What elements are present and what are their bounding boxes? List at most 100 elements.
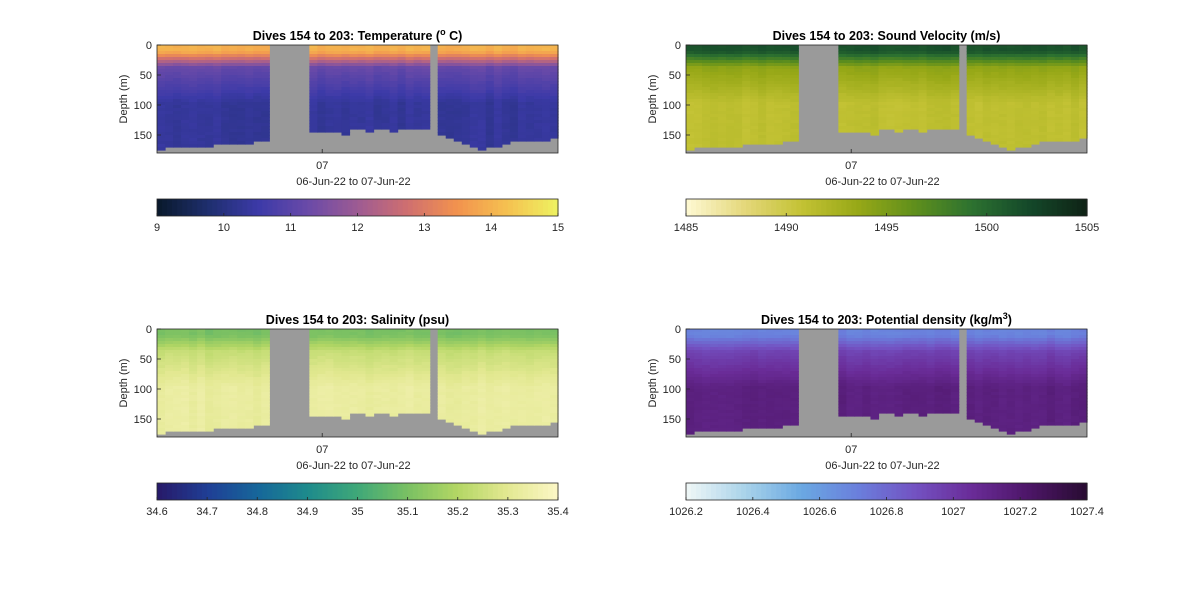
heatmap-cell xyxy=(750,141,759,145)
heatmap-cell xyxy=(838,413,847,417)
colorbar-segment xyxy=(327,199,333,216)
heatmap-cell xyxy=(718,428,727,432)
colorbar-tick-label: 12 xyxy=(351,222,363,234)
heatmap-cell xyxy=(862,129,871,133)
heatmap-cell xyxy=(197,144,206,148)
heatmap-cell xyxy=(382,126,391,130)
heatmap-cell xyxy=(382,410,391,414)
heatmap-cell xyxy=(173,144,182,148)
colorbar-segment xyxy=(686,199,692,216)
heatmap-cell xyxy=(686,147,695,151)
colorbar-segment xyxy=(523,199,529,216)
colorbar-segment xyxy=(202,199,208,216)
colorbar-segment xyxy=(388,199,394,216)
colorbar-segment xyxy=(897,199,903,216)
colorbar-tick-label: 1500 xyxy=(975,222,999,234)
colorbar-tick-label: 35.4 xyxy=(547,506,568,518)
heatmap-cell xyxy=(478,147,487,151)
colorbar-segment xyxy=(322,483,328,500)
heatmap-cell xyxy=(349,410,358,414)
heatmap-cell xyxy=(398,126,407,130)
colorbar-segment xyxy=(393,483,399,500)
heatmap-cell xyxy=(333,413,342,417)
heatmap-cell xyxy=(758,141,767,145)
colorbar-segment xyxy=(831,199,837,216)
heatmap-cell xyxy=(341,416,350,420)
y-axis-label: Depth (m) xyxy=(647,75,659,124)
colorbar-tick-label: 9 xyxy=(154,222,160,234)
chart-title: Dives 154 to 203: Sound Velocity (m/s) xyxy=(773,29,1001,43)
colorbar-segment xyxy=(418,199,424,216)
heatmap-cell xyxy=(774,141,783,145)
heatmap-cell xyxy=(1031,141,1040,145)
colorbar-segment xyxy=(721,199,727,216)
y-tick-label: 50 xyxy=(140,70,152,82)
heatmap-cell xyxy=(462,141,471,145)
colorbar-segment xyxy=(378,483,384,500)
colorbar-segment xyxy=(458,483,464,500)
colorbar-tick-label: 1495 xyxy=(874,222,898,234)
heatmap-cell xyxy=(229,141,238,145)
colorbar-segment xyxy=(987,199,993,216)
colorbar-segment xyxy=(167,483,173,500)
colorbar-segment xyxy=(157,199,163,216)
heatmap-cell xyxy=(213,425,222,429)
colorbar-segment xyxy=(388,483,394,500)
colorbar-segment xyxy=(1002,199,1008,216)
colorbar-segment xyxy=(706,199,712,216)
colorbar-segment xyxy=(337,199,343,216)
heatmap-cell xyxy=(991,141,1000,145)
colorbar-segment xyxy=(726,199,732,216)
colorbar-segment xyxy=(438,199,444,216)
colorbar-segment xyxy=(187,199,193,216)
y-tick-label: 0 xyxy=(146,40,152,52)
colorbar-segment xyxy=(287,199,293,216)
heatmap-cell xyxy=(742,141,751,145)
colorbar-segment xyxy=(1057,199,1063,216)
colorbar-segment xyxy=(796,199,802,216)
x-axis-label: 06-Jun-22 to 07-Jun-22 xyxy=(296,460,410,472)
heatmap-cell xyxy=(341,132,350,136)
colorbar-segment xyxy=(892,199,898,216)
colorbar-segment xyxy=(498,199,504,216)
colorbar-segment xyxy=(312,199,318,216)
heatmap-cell xyxy=(542,422,551,426)
heatmap-cell xyxy=(349,126,358,130)
heatmap-cell xyxy=(325,129,334,133)
heatmap-cell xyxy=(446,135,455,139)
heatmap-cell xyxy=(510,422,519,426)
heatmap-cell xyxy=(895,129,904,133)
colorbar-segment xyxy=(912,199,918,216)
heatmap-cell xyxy=(317,413,326,417)
heatmap-cell xyxy=(710,144,719,148)
colorbar-segment xyxy=(267,483,273,500)
colorbar-segment xyxy=(1047,199,1053,216)
heatmap-cell xyxy=(462,425,471,429)
heatmap-cell xyxy=(550,135,559,139)
heatmap-cell xyxy=(406,410,415,414)
colorbar-segment xyxy=(907,199,913,216)
heatmap-cell xyxy=(510,138,519,142)
heatmap-cell xyxy=(261,138,270,142)
heatmap-cell xyxy=(1039,138,1048,142)
heatmap-cell xyxy=(911,126,920,130)
colorbar-segment xyxy=(806,199,812,216)
heatmap-cell xyxy=(261,422,270,426)
colorbar-segment xyxy=(866,199,872,216)
colorbar-segment xyxy=(1037,199,1043,216)
colorbar-segment xyxy=(232,483,238,500)
colorbar-segment xyxy=(932,199,938,216)
colorbar-segment xyxy=(327,483,333,500)
colorbar-segment xyxy=(242,199,248,216)
colorbar-tick-label: 1485 xyxy=(674,222,698,234)
colorbar-segment xyxy=(237,483,243,500)
heatmap-cell xyxy=(502,425,511,429)
colorbar-segment xyxy=(423,199,429,216)
colorbar-segment xyxy=(473,199,479,216)
colorbar-segment xyxy=(741,199,747,216)
colorbar-segment xyxy=(917,199,923,216)
colorbar-segment xyxy=(498,483,504,500)
heatmap-cell xyxy=(774,425,783,429)
heatmap-cell xyxy=(526,138,535,142)
